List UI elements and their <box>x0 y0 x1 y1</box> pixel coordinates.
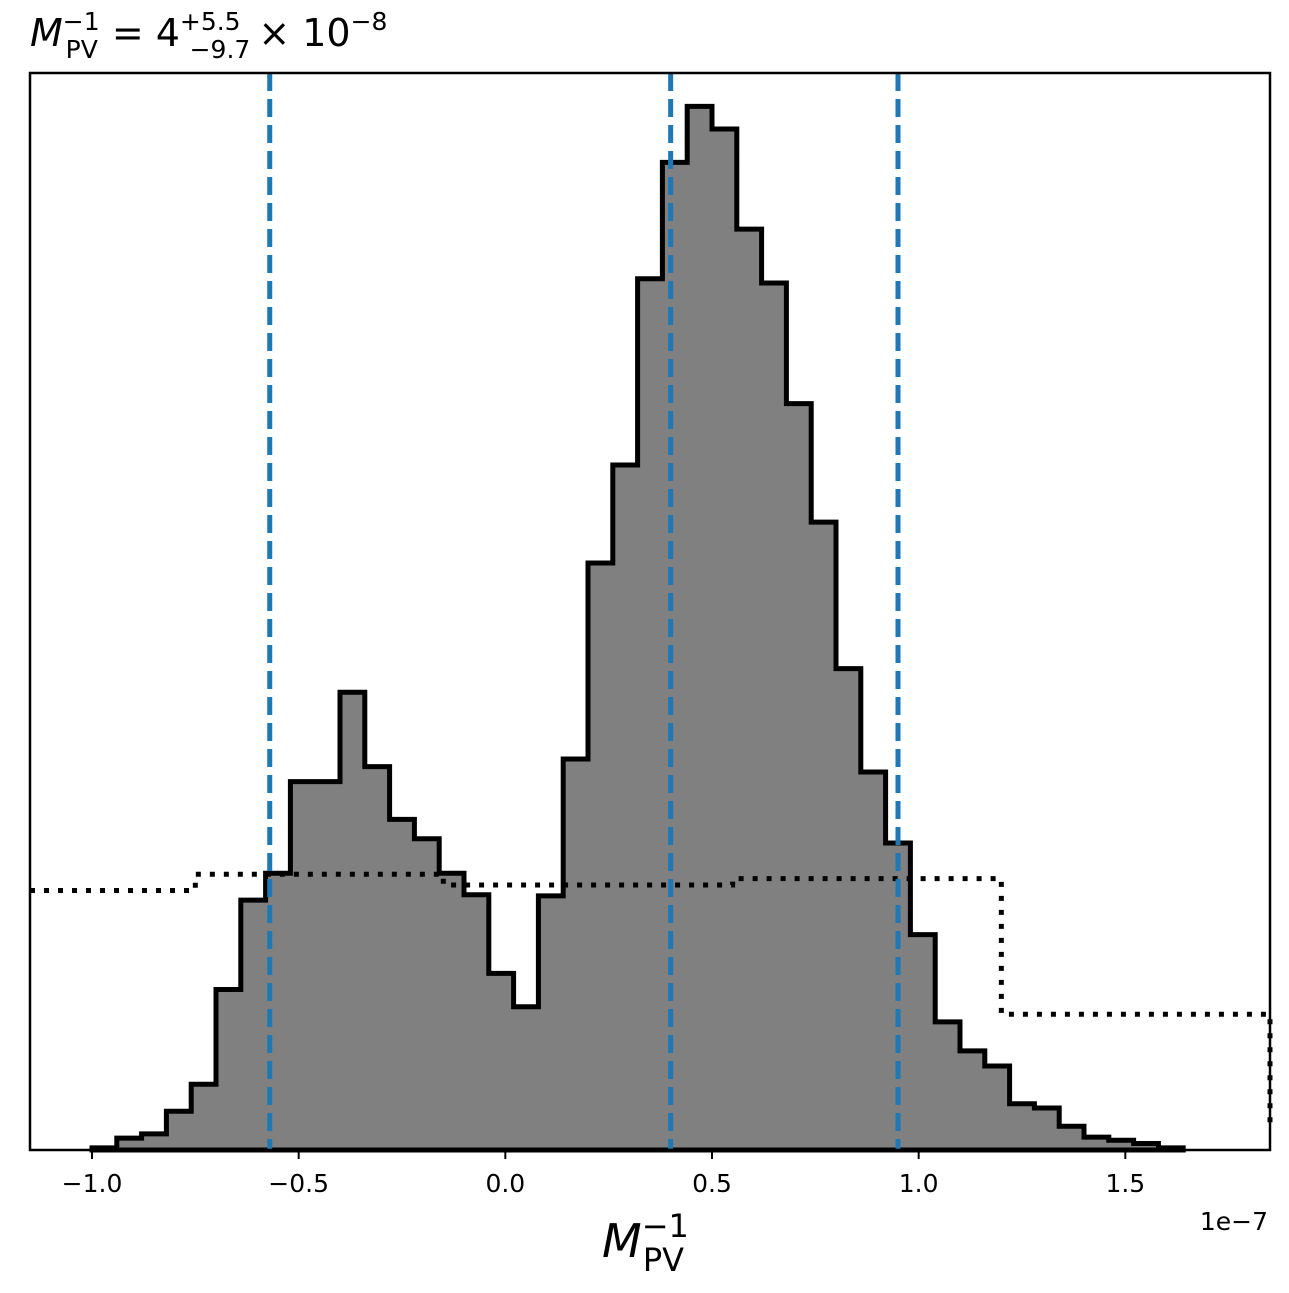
title-symbol-superscript: −1 <box>63 7 100 36</box>
title-value: 4 <box>156 11 180 55</box>
title-multiplier: × 10 <box>258 11 350 55</box>
title-symbol-subscript: PV <box>66 35 98 64</box>
posterior-histogram <box>89 103 1186 1153</box>
x-axis-offset-text: 1e−7 <box>1200 1207 1268 1236</box>
axes-frame <box>28 71 1272 1152</box>
title-error-minus: −9.7 <box>190 35 251 64</box>
x-tick-label: 0.5 <box>692 1169 732 1198</box>
x-tick-label: 0.0 <box>485 1169 525 1198</box>
x-tick-label: 1.0 <box>899 1169 939 1198</box>
chart-title: M−1 PV = 4+5.5 −9.7 × 10−8 <box>30 7 387 64</box>
title-symbol: M <box>30 11 63 55</box>
x-axis-label: M−1 PV <box>602 1207 689 1279</box>
x-label-superscript: −1 <box>642 1207 689 1245</box>
x-tick-label: −0.5 <box>268 1169 329 1198</box>
x-label-subscript: PV <box>643 1241 684 1279</box>
x-tick-label: −1.0 <box>62 1169 123 1198</box>
quantile-lines <box>267 73 901 1150</box>
x-tick-label: 1.5 <box>1105 1169 1145 1198</box>
x-label-symbol: M <box>602 1214 642 1268</box>
title-error-plus: +5.5 <box>180 7 241 36</box>
plot-area <box>30 73 1273 1153</box>
title-exponent: −8 <box>351 7 388 36</box>
x-axis-ticks: −1.0 −0.5 0.0 0.5 1.0 1.5 <box>62 1150 1145 1198</box>
title-equals: = <box>112 11 144 55</box>
